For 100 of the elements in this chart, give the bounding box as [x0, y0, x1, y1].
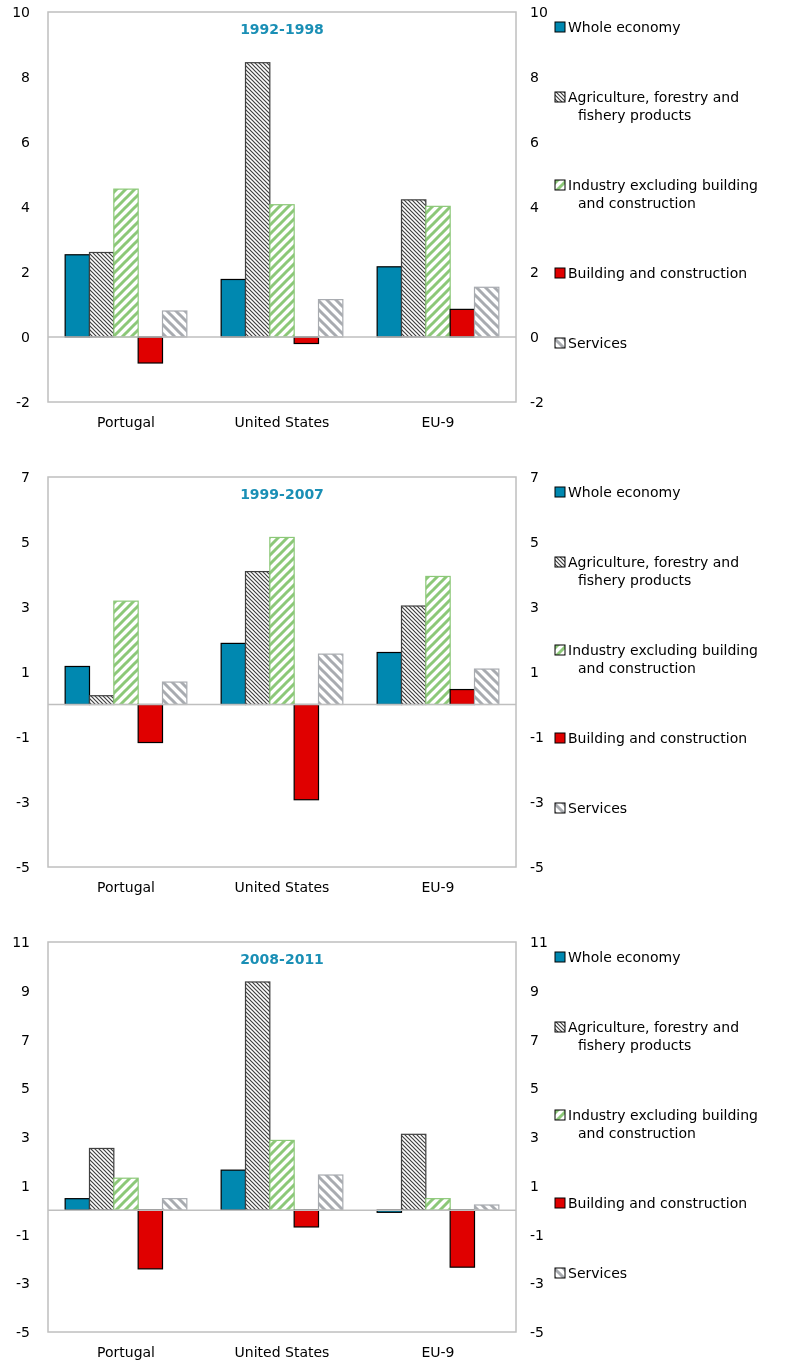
bar — [220, 642, 247, 706]
bar — [113, 1177, 139, 1211]
y-tick-label: -3 — [16, 1275, 30, 1292]
y-tick-label: 3 — [21, 1129, 30, 1145]
y2-tick-label: 10 — [530, 4, 548, 20]
y2-tick-label: 5 — [530, 534, 539, 550]
legend-label: Building and construction — [568, 1195, 748, 1211]
bar — [244, 62, 271, 338]
bar — [473, 286, 500, 338]
legend-label: Building and construction — [568, 265, 748, 281]
bar — [317, 653, 344, 706]
y2-tick-label: -5 — [530, 1324, 544, 1340]
y-tick-label: 0 — [21, 329, 30, 345]
bar — [473, 668, 500, 706]
y-tick-label: -1 — [16, 729, 30, 745]
bar — [449, 1209, 476, 1268]
bar — [293, 703, 320, 801]
bar — [293, 1209, 320, 1228]
x-tick-label: United States — [234, 414, 330, 430]
y2-tick-label: 1 — [530, 664, 539, 680]
legend-label: Building and construction — [568, 730, 748, 746]
bar — [64, 665, 91, 706]
x-tick-label: United States — [234, 879, 330, 895]
legend-label: Agriculture, forestry and fishery products — [568, 1019, 740, 1053]
legend-label: Industry excluding building and construction — [568, 1107, 758, 1141]
x-tick-label: Portugal — [97, 879, 155, 895]
x-tick-label: Portugal — [97, 414, 155, 430]
text: 2008-2011 — [240, 951, 324, 967]
legend-label: Agriculture, forestry and fishery products — [568, 89, 740, 123]
bar — [317, 1174, 344, 1211]
y2-tick-label: -1 — [530, 1226, 544, 1243]
y-tick-label: 10 — [12, 4, 30, 20]
y-tick-label: 11 — [12, 934, 30, 950]
y2-tick-label: 11 — [530, 934, 548, 950]
y2-tick-label: 0 — [530, 329, 539, 345]
bar — [269, 536, 295, 706]
y2-tick-label: -1 — [530, 729, 544, 745]
y-tick-label: 7 — [21, 469, 30, 485]
x-tick-label: EU-9 — [421, 879, 455, 895]
y2-tick-label: -3 — [530, 1275, 544, 1292]
bar — [220, 278, 247, 338]
y-tick-label: 5 — [21, 534, 30, 550]
bar — [425, 205, 451, 338]
y-tick-label: 3 — [21, 599, 30, 615]
legend-label: Whole economy — [568, 484, 681, 500]
y-tick-label: 5 — [21, 1080, 30, 1097]
x-tick-label: EU-9 — [421, 1344, 455, 1360]
bar — [269, 1139, 295, 1211]
legend-label: Agriculture, forestry and fishery products — [568, 554, 740, 588]
bar — [269, 204, 295, 338]
bar — [400, 605, 427, 706]
legend-label: Industry excluding building and construction — [568, 642, 758, 676]
y-tick-label: 4 — [21, 199, 31, 215]
y2-tick-label: 8 — [530, 69, 539, 85]
bar — [400, 1133, 427, 1211]
bar — [88, 1147, 115, 1211]
bar — [88, 251, 115, 338]
y2-tick-label: -5 — [530, 859, 544, 875]
bar — [161, 310, 188, 338]
text: 1992-1998 — [240, 21, 324, 37]
y2-tick-label: 6 — [530, 134, 539, 150]
y2-tick-label: 9 — [530, 982, 539, 999]
text: 1999-2007 — [240, 486, 324, 502]
bar — [376, 266, 403, 338]
bar — [137, 1209, 164, 1270]
bar — [137, 336, 164, 364]
bar — [64, 254, 91, 338]
legend-label: Services — [568, 800, 628, 816]
legend-label: Industry excluding building and construction — [568, 177, 758, 211]
bar — [113, 600, 139, 706]
bar — [317, 299, 344, 338]
x-tick-label: United States — [234, 1344, 330, 1360]
y2-tick-label: -3 — [530, 794, 544, 810]
x-tick-label: Portugal — [97, 1344, 155, 1360]
y2-tick-label: 2 — [530, 264, 539, 280]
legend-label: Whole economy — [568, 949, 681, 965]
y-tick-label: 8 — [21, 69, 30, 85]
y-tick-label: -5 — [16, 859, 30, 875]
y-tick-label: -1 — [16, 1226, 30, 1243]
legend-label: Services — [568, 1265, 628, 1281]
bar — [161, 681, 188, 706]
y-tick-label: 7 — [21, 1031, 30, 1048]
y2-tick-label: -2 — [530, 394, 544, 410]
bar — [113, 188, 139, 338]
y-tick-label: -5 — [16, 1324, 30, 1340]
y2-tick-label: 7 — [530, 469, 539, 485]
bar — [244, 981, 271, 1211]
bar — [400, 199, 427, 338]
y2-tick-label: 3 — [530, 599, 539, 615]
y-tick-label: -3 — [16, 794, 30, 810]
y-tick-label: 9 — [21, 982, 30, 999]
bar — [425, 575, 451, 706]
legend-label: Whole economy — [568, 19, 681, 35]
y2-tick-label: 1 — [530, 1177, 539, 1194]
y-tick-label: 1 — [21, 664, 30, 680]
y-tick-label: 2 — [21, 264, 30, 280]
x-tick-label: EU-9 — [421, 414, 455, 430]
bar — [244, 570, 271, 706]
y-tick-label: 1 — [21, 1177, 30, 1194]
bar — [376, 651, 403, 706]
